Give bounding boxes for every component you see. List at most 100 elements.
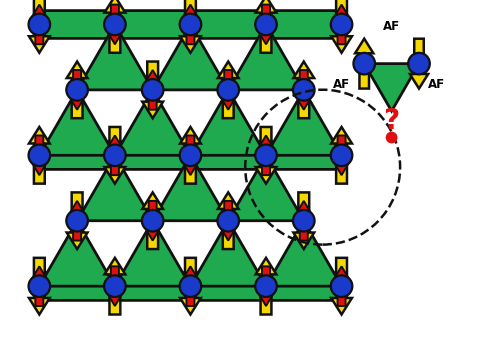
FancyArrow shape xyxy=(32,135,47,175)
FancyArrow shape xyxy=(180,127,201,184)
Polygon shape xyxy=(115,221,190,286)
Circle shape xyxy=(68,81,86,99)
Circle shape xyxy=(181,15,199,33)
Circle shape xyxy=(353,52,375,75)
FancyArrow shape xyxy=(255,127,276,184)
Text: AF: AF xyxy=(333,79,350,91)
Circle shape xyxy=(255,13,277,36)
FancyArrow shape xyxy=(29,127,50,184)
FancyArrow shape xyxy=(183,5,198,44)
Circle shape xyxy=(219,81,237,99)
FancyArrow shape xyxy=(145,201,160,241)
FancyArrow shape xyxy=(334,5,349,44)
Polygon shape xyxy=(39,90,115,155)
Circle shape xyxy=(68,212,86,230)
FancyArrow shape xyxy=(29,0,50,53)
FancyArrow shape xyxy=(258,135,273,175)
Circle shape xyxy=(333,277,351,295)
Circle shape xyxy=(179,13,202,36)
Circle shape xyxy=(330,13,353,36)
Circle shape xyxy=(181,146,199,164)
Circle shape xyxy=(104,13,126,36)
FancyArrow shape xyxy=(258,266,273,306)
Circle shape xyxy=(141,209,164,232)
Circle shape xyxy=(141,79,164,101)
FancyArrow shape xyxy=(331,258,352,315)
Circle shape xyxy=(104,275,126,298)
Circle shape xyxy=(217,209,240,232)
FancyArrow shape xyxy=(293,62,314,118)
FancyArrow shape xyxy=(29,258,50,315)
Circle shape xyxy=(333,146,351,164)
FancyArrow shape xyxy=(334,135,349,175)
Circle shape xyxy=(295,81,313,99)
Circle shape xyxy=(179,275,202,298)
FancyArrow shape xyxy=(255,258,276,315)
Text: ?: ? xyxy=(383,107,400,135)
FancyArrow shape xyxy=(334,266,349,306)
Circle shape xyxy=(30,15,48,33)
Circle shape xyxy=(106,146,124,164)
Circle shape xyxy=(333,15,351,33)
Polygon shape xyxy=(77,24,153,90)
Circle shape xyxy=(255,144,277,167)
Polygon shape xyxy=(39,221,115,286)
FancyArrow shape xyxy=(105,127,125,184)
Polygon shape xyxy=(364,64,419,111)
Text: AF: AF xyxy=(383,20,400,33)
FancyArrow shape xyxy=(293,192,314,249)
Circle shape xyxy=(292,209,315,232)
Polygon shape xyxy=(153,155,228,221)
Polygon shape xyxy=(115,90,190,155)
Polygon shape xyxy=(77,155,153,221)
Circle shape xyxy=(355,55,373,73)
FancyArrow shape xyxy=(108,135,122,175)
FancyArrow shape xyxy=(221,70,236,110)
Circle shape xyxy=(30,277,48,295)
Circle shape xyxy=(410,55,428,73)
FancyArrow shape xyxy=(142,192,163,249)
Circle shape xyxy=(30,146,48,164)
Polygon shape xyxy=(228,24,304,90)
Circle shape xyxy=(28,144,51,167)
Circle shape xyxy=(386,132,397,143)
Circle shape xyxy=(330,144,353,167)
FancyArrow shape xyxy=(331,127,352,184)
Circle shape xyxy=(106,277,124,295)
FancyArrow shape xyxy=(183,135,198,175)
FancyArrow shape xyxy=(218,62,239,118)
FancyArrow shape xyxy=(70,70,85,110)
Circle shape xyxy=(181,277,199,295)
FancyArrow shape xyxy=(180,0,201,53)
FancyArrow shape xyxy=(218,192,239,249)
Circle shape xyxy=(104,144,126,167)
FancyArrow shape xyxy=(32,5,47,44)
Circle shape xyxy=(330,275,353,298)
Text: AF: AF xyxy=(428,79,445,91)
Circle shape xyxy=(257,277,275,295)
Polygon shape xyxy=(190,221,266,286)
FancyArrow shape xyxy=(108,5,122,44)
FancyArrow shape xyxy=(410,39,428,88)
Circle shape xyxy=(144,81,162,99)
FancyArrow shape xyxy=(355,39,374,88)
FancyArrow shape xyxy=(331,0,352,53)
Polygon shape xyxy=(153,24,228,90)
Circle shape xyxy=(28,13,51,36)
FancyArrow shape xyxy=(221,201,236,241)
FancyArrow shape xyxy=(183,266,198,306)
FancyArrow shape xyxy=(180,258,201,315)
Circle shape xyxy=(66,79,88,101)
Circle shape xyxy=(28,275,51,298)
Circle shape xyxy=(295,212,313,230)
FancyArrow shape xyxy=(105,258,125,315)
FancyArrow shape xyxy=(105,0,125,53)
Polygon shape xyxy=(228,155,304,221)
Polygon shape xyxy=(266,90,342,155)
FancyArrow shape xyxy=(70,201,85,241)
Circle shape xyxy=(179,144,202,167)
FancyArrow shape xyxy=(296,70,311,110)
Circle shape xyxy=(217,79,240,101)
Circle shape xyxy=(292,79,315,101)
Circle shape xyxy=(257,15,275,33)
